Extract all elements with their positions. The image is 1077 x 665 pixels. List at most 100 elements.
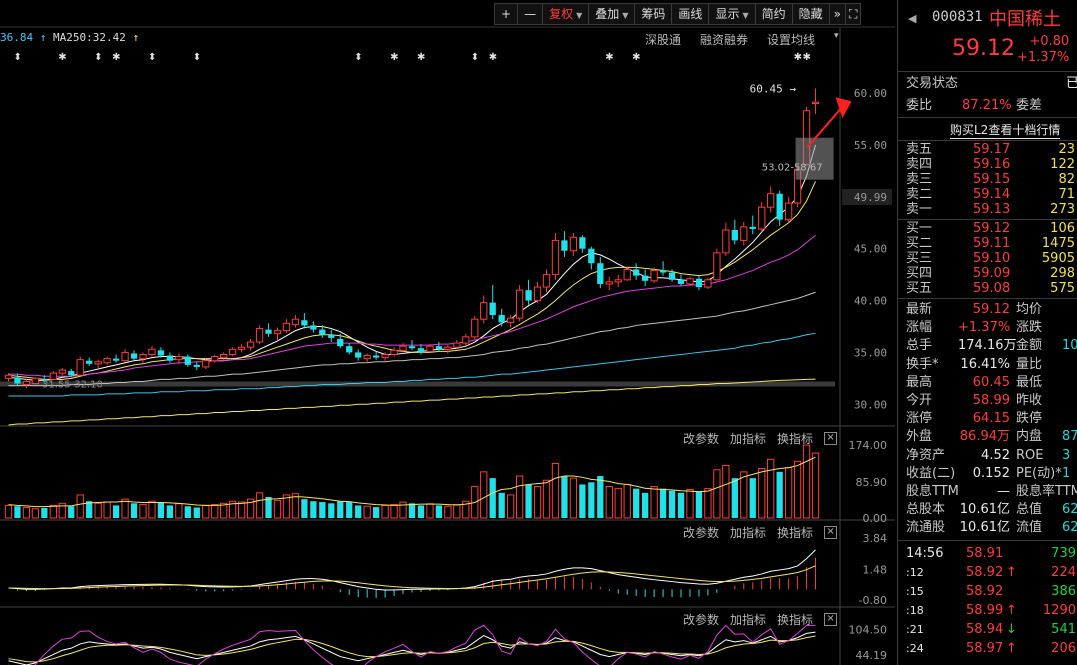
toolbar-button-label: 简约 bbox=[761, 7, 786, 21]
volume-bar bbox=[363, 505, 371, 519]
toolbar-button-8[interactable]: 隐藏 bbox=[791, 3, 830, 25]
toolbar-button-7[interactable]: 简约 bbox=[754, 3, 793, 25]
toolbar-button-3[interactable]: 叠加 ▼ bbox=[588, 3, 636, 25]
change-params-link[interactable]: 改参数 bbox=[683, 613, 720, 627]
bids-price: 59.12 bbox=[973, 221, 1011, 236]
candle-body bbox=[229, 348, 237, 355]
bids-row[interactable]: 买二 59.11 1475 bbox=[898, 236, 1077, 251]
kline-chart-area[interactable]: 60.00 55.00 49.99 45.00 40.00 35.00 30.00 ⬍ ✱ ⬍ ✱ ⬍… bbox=[0, 0, 895, 665]
bids-volume: 106 bbox=[1050, 221, 1075, 236]
candle-body bbox=[623, 268, 631, 281]
stat-label-2: 总值 bbox=[1016, 502, 1043, 518]
volume-bar bbox=[319, 502, 326, 518]
stat-row: 涨停 64.15 跌停 bbox=[898, 410, 1077, 428]
candle-body bbox=[157, 350, 165, 356]
candle-body bbox=[58, 369, 66, 374]
sub-link-0[interactable]: 深股通 bbox=[645, 33, 682, 47]
chevron-down-icon: ▼ bbox=[742, 11, 749, 20]
candle-body bbox=[668, 272, 676, 280]
stat-row: 最高 60.45 最低 bbox=[898, 374, 1077, 392]
bids-row[interactable]: 买一 59.12 106 bbox=[898, 221, 1077, 236]
asks-volume: 23 bbox=[1058, 142, 1075, 157]
tick-price: 58.97 bbox=[966, 641, 1004, 656]
tick-row: :18 58.99 ↑ 1290 bbox=[898, 602, 1077, 620]
stat-value: 10.61亿 bbox=[959, 520, 1010, 536]
add-indicator-link[interactable]: 加指标 bbox=[730, 613, 767, 627]
stat-value: 60.45 bbox=[972, 374, 1010, 390]
volume-bar bbox=[14, 506, 21, 518]
high-annotation: 60.45 → bbox=[750, 82, 797, 95]
volume-bar bbox=[157, 502, 165, 518]
volume-bar bbox=[175, 503, 183, 519]
fullscreen-icon[interactable]: ⛶ bbox=[844, 3, 862, 25]
asks-row[interactable]: 卖一 59.13 273 bbox=[898, 202, 1077, 217]
asks-price: 59.15 bbox=[973, 172, 1011, 187]
volume-bar bbox=[184, 506, 191, 518]
tick-volume: 1290 bbox=[1042, 603, 1076, 618]
change-params-link[interactable]: 改参数 bbox=[683, 526, 720, 540]
toolbar-button-label: 筹码 bbox=[641, 7, 666, 21]
toolbar-button-5[interactable]: 画线 bbox=[671, 3, 710, 25]
asks-label: 卖一 bbox=[906, 202, 933, 217]
candle-body bbox=[533, 286, 542, 302]
bids-price: 59.08 bbox=[973, 281, 1011, 296]
close-icon[interactable]: × bbox=[824, 613, 838, 626]
change-params-link[interactable]: 改参数 bbox=[683, 432, 720, 446]
tick-price: 58.92 bbox=[966, 565, 1004, 580]
up-arrow-icon: ↑ bbox=[132, 31, 140, 44]
stock-code: 000831 bbox=[932, 9, 983, 25]
add-indicator-link[interactable]: 加指标 bbox=[730, 526, 767, 540]
price-axis-tick: 49.99 bbox=[854, 191, 887, 204]
stat-value: 0.152 bbox=[972, 465, 1010, 481]
bids-row[interactable]: 买五 59.08 575 bbox=[898, 281, 1077, 296]
toolbar-button-0[interactable]: + bbox=[494, 3, 519, 25]
buy-l2-link[interactable]: 购买L2查看十档行情 bbox=[950, 123, 1061, 139]
sub-link-2[interactable]: 设置均线 bbox=[767, 33, 816, 47]
switch-indicator-link[interactable]: 换指标 bbox=[777, 526, 814, 540]
close-icon[interactable]: × bbox=[824, 526, 838, 539]
volume-bar bbox=[462, 500, 470, 519]
add-indicator-link[interactable]: 加指标 bbox=[730, 432, 767, 446]
collapse-triangle-icon[interactable]: ◀ bbox=[908, 12, 917, 25]
asks-row[interactable]: 卖五 59.17 23 bbox=[898, 142, 1077, 157]
bids-row[interactable]: 买三 59.10 5905 bbox=[898, 251, 1077, 266]
switch-indicator-link[interactable]: 换指标 bbox=[777, 613, 814, 627]
candle-body bbox=[14, 377, 21, 384]
asks-row[interactable]: 卖二 59.14 71 bbox=[898, 187, 1077, 202]
candle-body bbox=[337, 338, 344, 347]
toolbar-button-label: 隐藏 bbox=[798, 7, 823, 21]
kdj-indicator-head: 改参数 加指标 换指标 × bbox=[683, 611, 838, 628]
sub-link-1[interactable]: 融资融券 bbox=[700, 33, 749, 47]
volume-bar bbox=[193, 507, 200, 518]
volume-bar bbox=[542, 479, 551, 519]
asks-price: 59.16 bbox=[973, 157, 1011, 172]
volume-bar bbox=[623, 483, 631, 519]
stat-value-2: 3 bbox=[1062, 447, 1071, 463]
toolbar-button-4[interactable]: 筹码 bbox=[634, 3, 673, 25]
stat-label: 总手 bbox=[906, 338, 933, 354]
switch-indicator-link[interactable]: 换指标 bbox=[777, 432, 814, 446]
stat-label: 收益(二) bbox=[906, 465, 956, 481]
tick-price: 58.92 bbox=[966, 584, 1004, 599]
price-axis-tick: 45.00 bbox=[854, 243, 887, 256]
candle-body bbox=[659, 270, 667, 273]
bids-row[interactable]: 买四 59.09 298 bbox=[898, 266, 1077, 281]
stock-header: ◀ 000831 中国稀土 bbox=[898, 0, 1077, 36]
volume-bar bbox=[220, 502, 228, 519]
volume-bar bbox=[130, 503, 138, 518]
event-marker-icon: ⬍ bbox=[354, 52, 362, 63]
volume-bar bbox=[390, 504, 398, 519]
stat-label: 涨停 bbox=[906, 411, 933, 427]
kline-svg[interactable]: 60.00 55.00 49.99 45.00 40.00 35.00 30.00 ⬍ ✱ ⬍ ✱ ⬍… bbox=[0, 0, 895, 665]
stat-value: — bbox=[997, 484, 1010, 499]
toolbar-button-2[interactable]: 复权 ▼ bbox=[542, 3, 590, 25]
toolbar-button-1[interactable]: — bbox=[517, 3, 544, 25]
asks-row[interactable]: 卖三 59.15 82 bbox=[898, 172, 1077, 187]
macd-axis-tick: 1.48 bbox=[863, 564, 888, 577]
candle-body bbox=[372, 355, 380, 358]
close-icon[interactable]: × bbox=[824, 432, 838, 445]
toolbar-button-6[interactable]: 显示 ▼ bbox=[708, 3, 756, 25]
double-chevron-right-icon[interactable]: » bbox=[828, 3, 846, 25]
asks-row[interactable]: 卖四 59.16 122 bbox=[898, 157, 1077, 172]
candle-body bbox=[112, 358, 120, 361]
